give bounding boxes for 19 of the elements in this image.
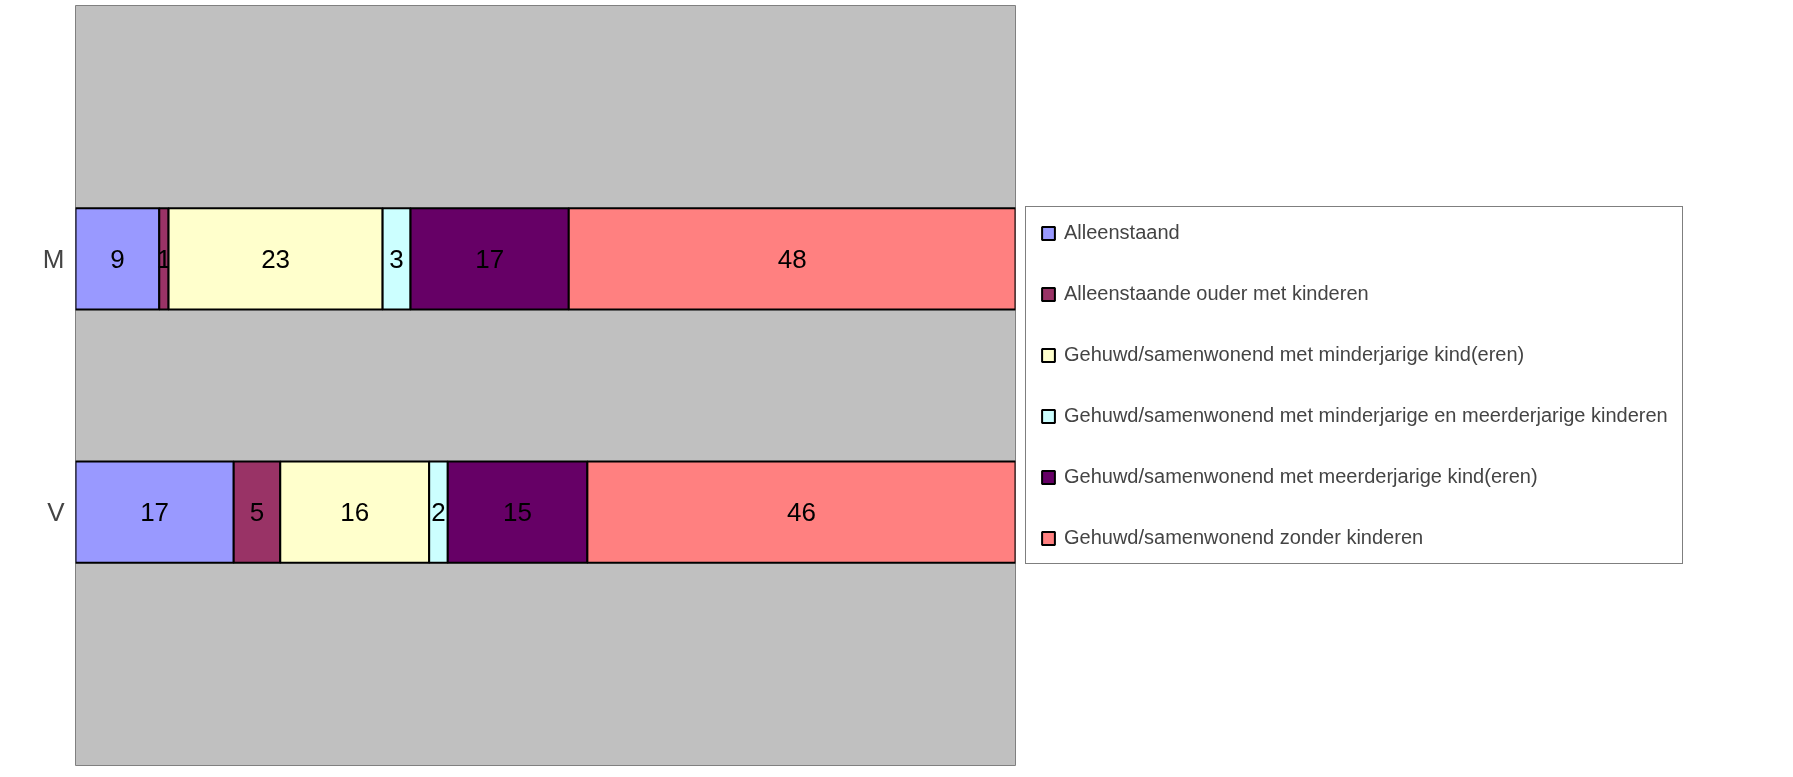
data-label: 5	[249, 497, 265, 528]
data-label: 17	[475, 243, 505, 274]
y-tick-label: V	[47, 497, 66, 528]
data-label: 23	[261, 243, 291, 274]
legend-label: Gehuwd/samenwonend met minderjarige kind(eren)	[1064, 343, 1525, 366]
data-label: 46	[786, 497, 816, 528]
legend-label: Alleenstaande ouder met kinderen	[1064, 282, 1369, 305]
legend-label: Alleenstaand	[1064, 221, 1180, 244]
data-label: 9	[110, 243, 125, 274]
data-label: 2	[431, 497, 446, 528]
data-label: 16	[340, 497, 370, 528]
data-label: 15	[503, 497, 533, 528]
legend-label: Gehuwd/samenwonend met minderjarige en meerderjarige kinderen	[1064, 404, 1668, 427]
y-tick-label: M	[42, 243, 65, 274]
data-label: 48	[777, 243, 807, 274]
legend-label: Gehuwd/samenwonend met meerderjarige kind(eren)	[1064, 465, 1538, 488]
data-label: 17	[140, 497, 170, 528]
data-label: 3	[389, 243, 404, 274]
legend-label: Gehuwd/samenwonend zonder kinderen	[1064, 526, 1424, 549]
